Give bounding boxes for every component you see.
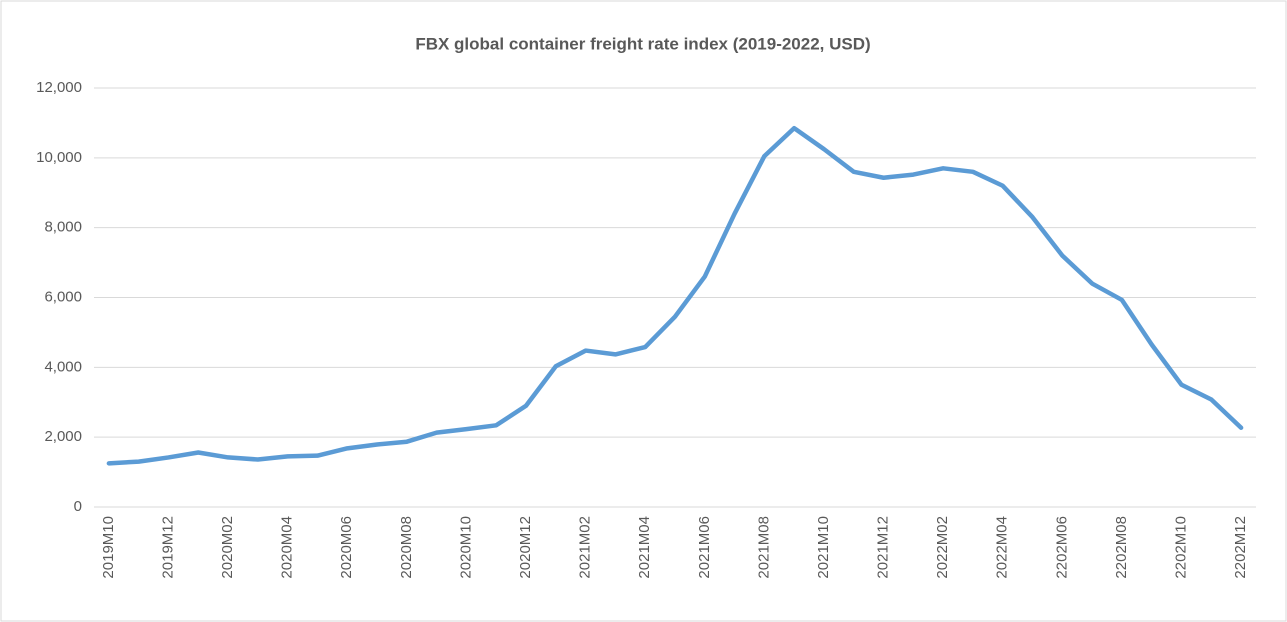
y-tick-label: 6,000: [44, 288, 82, 305]
x-tick-label: 2021M12: [875, 516, 892, 579]
y-tick-label: 4,000: [44, 358, 82, 375]
x-tick-label: 2202M10: [1172, 516, 1189, 579]
x-tick-label: 2022M04: [994, 516, 1011, 579]
x-tick-label: 2020M10: [457, 516, 474, 579]
x-tick-label: 2020M06: [338, 516, 355, 579]
y-tick-label: 12,000: [36, 79, 82, 96]
x-tick-label: 2202M12: [1232, 516, 1249, 579]
x-tick-label: 2202M06: [1053, 516, 1070, 579]
x-tick-label: 2021M06: [696, 516, 713, 579]
x-tick-label: 2020M04: [279, 516, 296, 579]
x-tick-label: 2202M08: [1113, 516, 1130, 579]
x-tick-label: 2022M02: [934, 516, 951, 579]
x-tick-label: 2021M02: [577, 516, 594, 579]
y-tick-label: 10,000: [36, 149, 82, 166]
x-tick-label: 2020M08: [398, 516, 415, 579]
x-tick-label: 2019M12: [159, 516, 176, 579]
x-tick-label: 2021M04: [636, 516, 653, 579]
x-tick-label: 2020M02: [219, 516, 236, 579]
data-line: [106, 125, 1244, 466]
y-tick-label: 8,000: [44, 219, 82, 236]
x-tick-label: 2019M10: [100, 516, 117, 579]
x-tick-label: 2020M12: [517, 516, 534, 579]
y-tick-label: 0: [74, 498, 82, 515]
chart-title: FBX global container freight rate index …: [415, 34, 870, 53]
x-tick-label: 2021M10: [815, 516, 832, 579]
x-tick-label: 2021M08: [755, 516, 772, 579]
y-tick-label: 2,000: [44, 428, 82, 445]
